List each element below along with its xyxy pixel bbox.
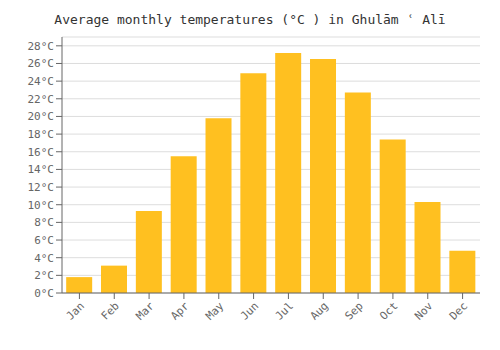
svg-text:2°C: 2°C [34,269,54,282]
svg-text:16°C: 16°C [28,146,55,159]
svg-text:14°C: 14°C [28,163,55,176]
svg-text:Feb: Feb [99,299,122,322]
svg-text:Sep: Sep [342,299,365,322]
svg-text:6°C: 6°C [34,234,54,247]
svg-text:Aug: Aug [308,299,331,322]
svg-text:Dec: Dec [447,299,470,322]
svg-text:Mar: Mar [133,299,157,323]
svg-text:Jun: Jun [238,299,261,322]
svg-text:22°C: 22°C [28,93,55,106]
svg-text:24°C: 24°C [28,75,55,88]
svg-text:Nov: Nov [412,299,436,323]
svg-text:8°C: 8°C [34,216,54,229]
svg-text:0°C: 0°C [34,287,54,300]
svg-text:18°C: 18°C [28,128,55,141]
svg-text:10°C: 10°C [28,199,55,212]
svg-text:Apr: Apr [168,299,192,323]
svg-text:20°C: 20°C [28,110,55,123]
svg-text:Oct: Oct [377,299,400,322]
svg-text:May: May [203,299,227,323]
svg-text:12°C: 12°C [28,181,55,194]
svg-text:Jul: Jul [273,299,296,322]
svg-text:26°C: 26°C [28,57,55,70]
svg-text:4°C: 4°C [34,252,54,265]
svg-text:Jan: Jan [64,299,87,322]
html-text:Average monthly temperatures (: Average monthly temperatures (°C ) in Gh… [54,12,446,27]
svg-text:28°C: 28°C [28,40,55,53]
